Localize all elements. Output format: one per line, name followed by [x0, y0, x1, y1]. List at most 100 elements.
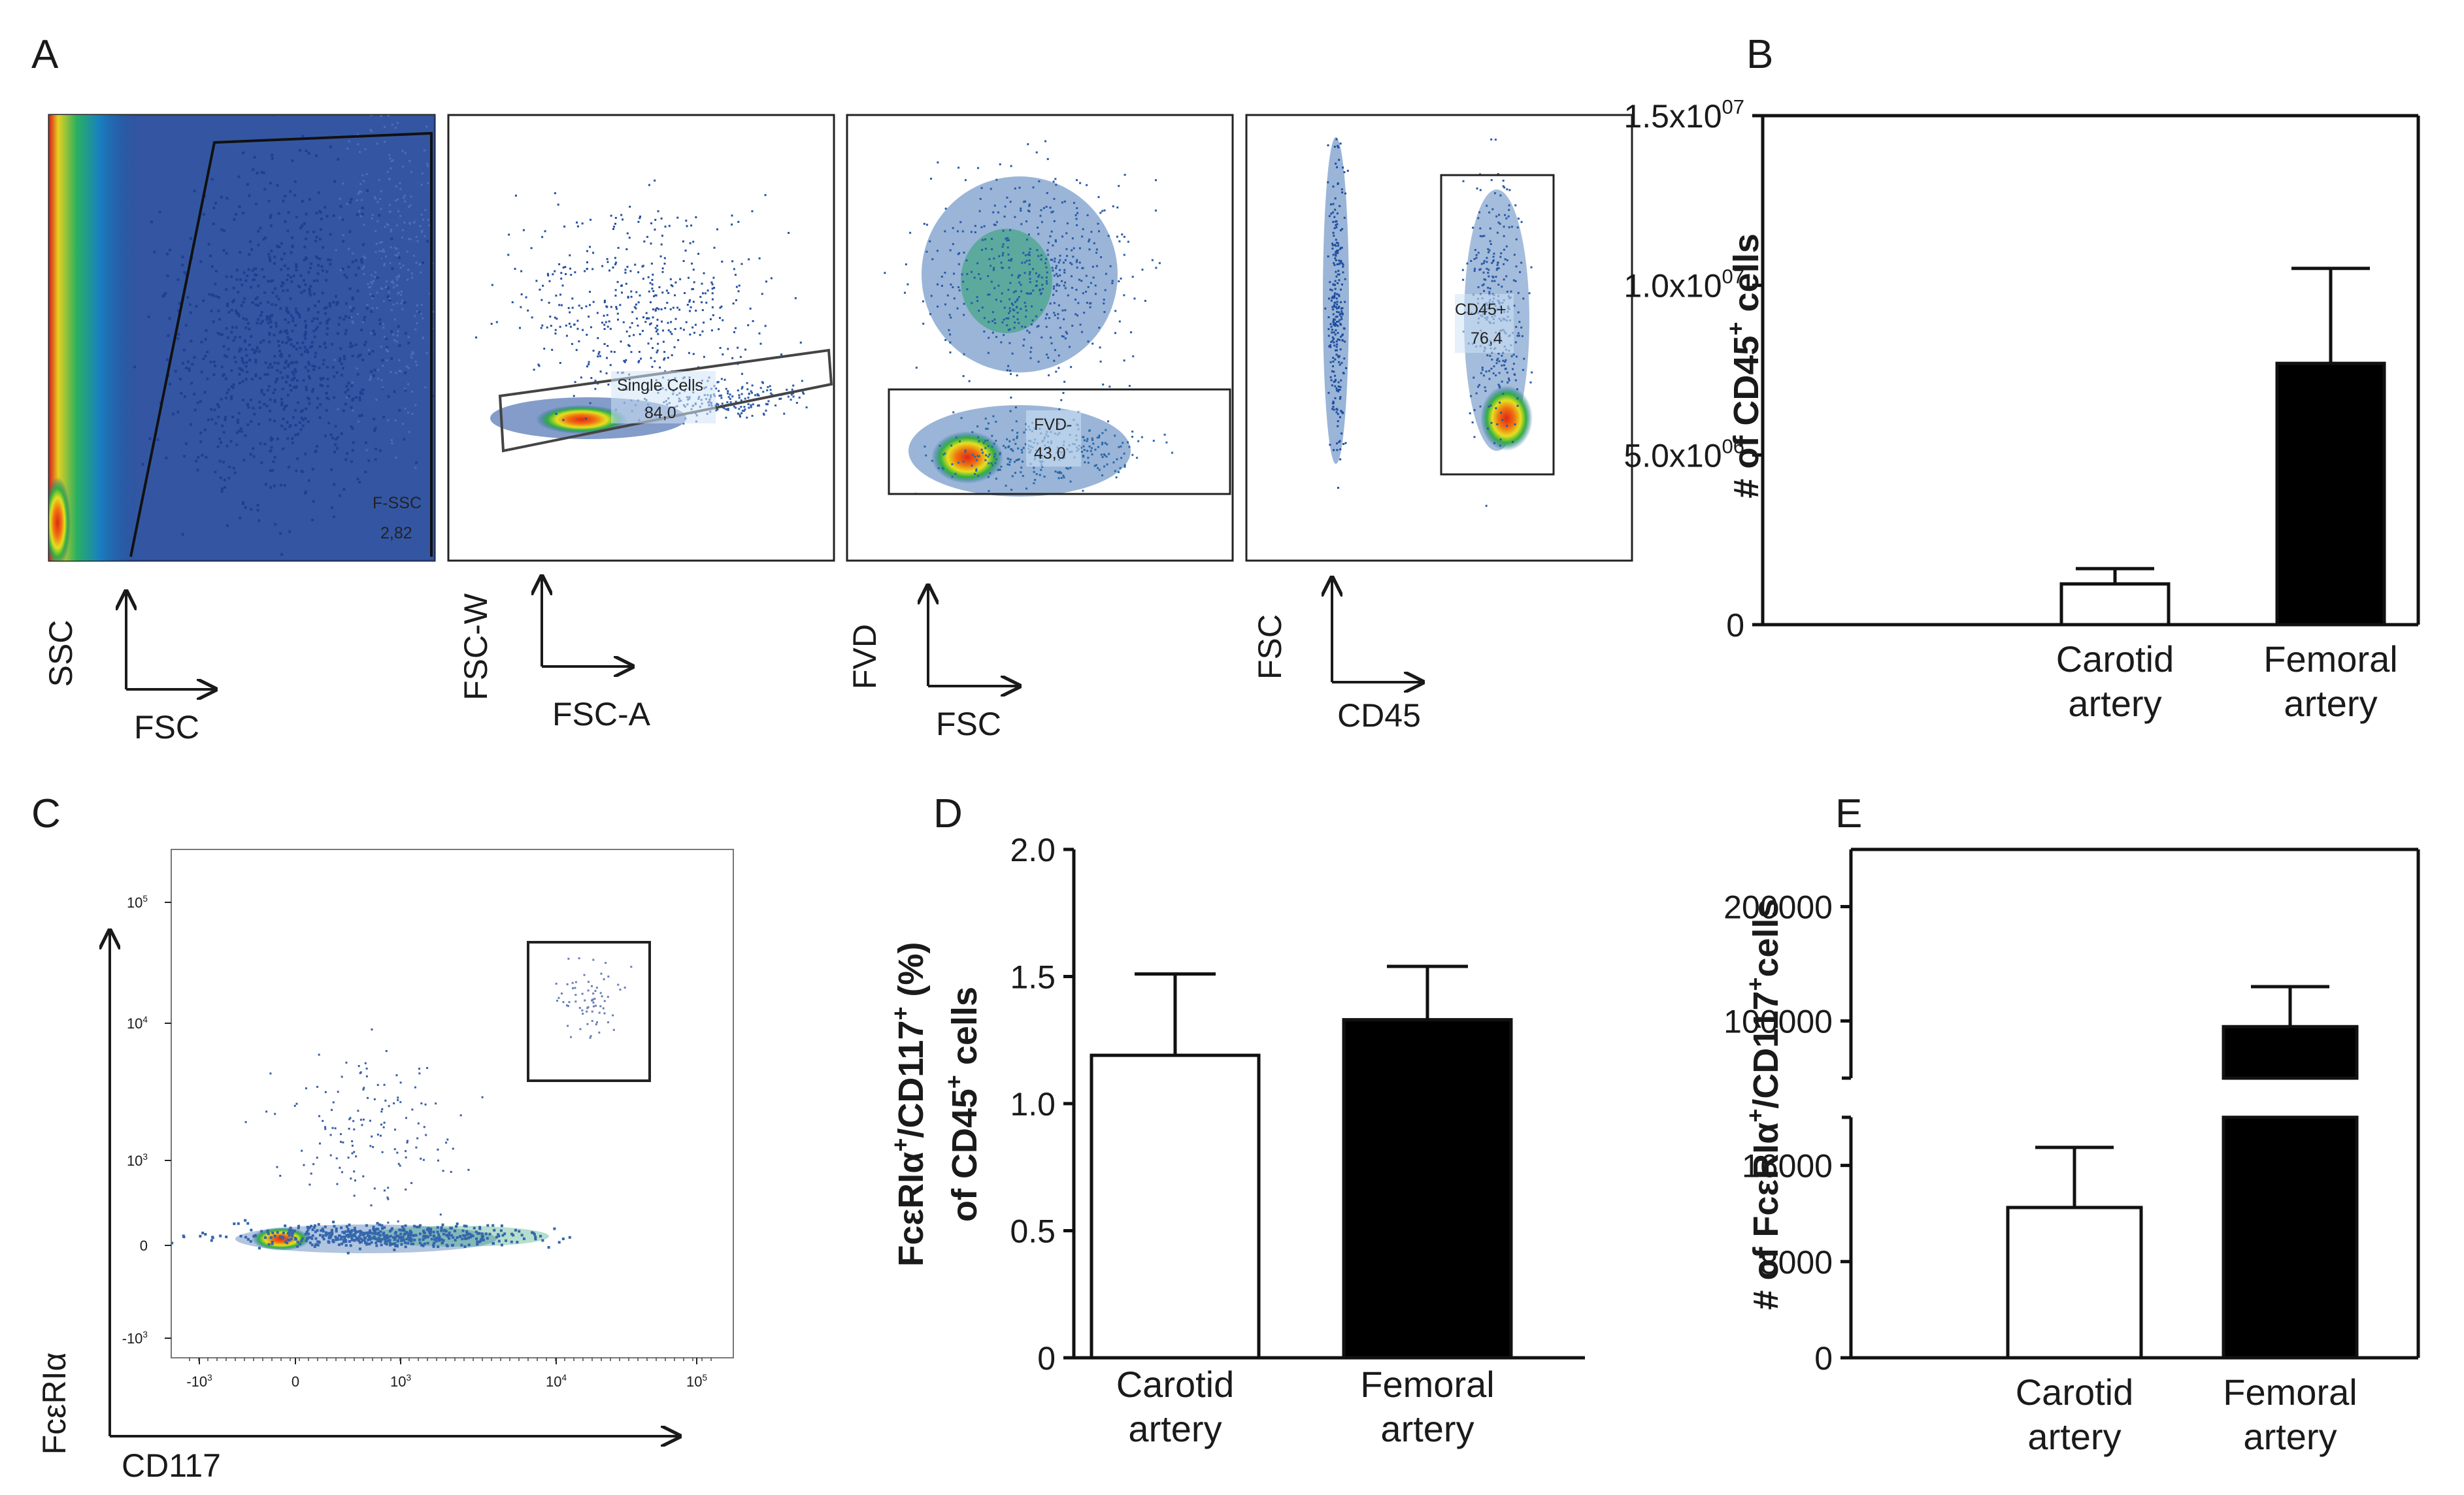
- event-dot: [1082, 228, 1084, 231]
- event-dot: [402, 264, 405, 267]
- event-dot: [433, 1241, 436, 1245]
- event-dot: [1083, 312, 1086, 314]
- event-dot: [304, 337, 307, 340]
- event-dot: [561, 1237, 565, 1240]
- event-dot: [439, 308, 441, 310]
- event-dot: [674, 318, 677, 320]
- event-dot: [631, 311, 634, 314]
- event-dot: [1492, 372, 1495, 374]
- event-dot: [258, 406, 261, 410]
- event-dot: [1078, 247, 1081, 250]
- event-dot: [450, 1226, 454, 1230]
- event-dot: [429, 1229, 433, 1232]
- event-dot: [348, 1234, 352, 1237]
- x-tick-label: 105: [686, 1373, 707, 1390]
- event-dot: [376, 142, 378, 145]
- event-dot: [1131, 435, 1134, 438]
- event-dot: [305, 212, 308, 216]
- event-dot: [389, 1234, 392, 1238]
- event-dot: [1335, 252, 1337, 255]
- event-dot: [546, 272, 549, 275]
- event-dot: [962, 280, 965, 283]
- event-dot: [363, 223, 365, 226]
- event-dot: [964, 450, 967, 453]
- event-dot: [335, 301, 339, 304]
- event-dot: [370, 281, 373, 284]
- event-dot: [702, 292, 705, 295]
- event-dot: [390, 280, 393, 283]
- event-dot: [467, 1168, 470, 1171]
- event-dot: [269, 436, 273, 439]
- event-dot: [260, 461, 263, 465]
- event-dot: [438, 1239, 441, 1242]
- event-dot: [311, 468, 314, 471]
- event-dot: [222, 374, 225, 377]
- event-dot: [214, 201, 218, 205]
- event-dot: [1103, 310, 1106, 313]
- event-dot: [586, 250, 589, 252]
- event-dot: [1020, 471, 1022, 474]
- event-dot: [1058, 408, 1061, 410]
- event-dot: [308, 267, 312, 270]
- event-dot: [330, 468, 333, 471]
- event-dot: [1037, 276, 1040, 278]
- event-dot: [590, 1035, 592, 1038]
- event-dot: [481, 1235, 484, 1238]
- event-dot: [293, 368, 297, 371]
- event-dot: [296, 401, 299, 404]
- event-dot: [258, 350, 261, 353]
- event-dot: [286, 1241, 289, 1245]
- event-dot: [558, 996, 560, 999]
- event-dot: [371, 307, 374, 310]
- event-dot: [345, 1061, 348, 1064]
- event-dot: [369, 293, 372, 295]
- event-dot: [1339, 448, 1342, 451]
- event-dot: [660, 243, 663, 246]
- event-dot: [456, 1236, 459, 1239]
- event-dot: [1038, 180, 1041, 183]
- event-dot: [163, 293, 166, 297]
- event-dot: [333, 483, 336, 486]
- event-dot: [348, 1127, 350, 1130]
- y-tick-label: 0: [1037, 1340, 1056, 1377]
- event-dot: [1513, 373, 1516, 376]
- event-dot: [350, 309, 354, 312]
- event-dot: [262, 339, 265, 342]
- event-dot: [1076, 224, 1078, 227]
- event-dot: [619, 304, 622, 306]
- event-dot: [1017, 276, 1020, 279]
- event-dot: [232, 467, 235, 470]
- event-dot: [1015, 306, 1018, 308]
- event-dot: [614, 216, 617, 219]
- event-dot: [580, 376, 582, 379]
- event-dot: [282, 1236, 285, 1240]
- event-dot: [625, 359, 627, 361]
- event-dot: [353, 1234, 356, 1238]
- event-dot: [256, 296, 259, 299]
- event-dot: [1056, 284, 1058, 287]
- event-dot: [574, 1000, 577, 1003]
- event-dot: [1514, 204, 1517, 206]
- event-dot: [1064, 281, 1067, 284]
- category-label: Femoral: [2263, 638, 2397, 680]
- event-dot: [378, 1223, 381, 1226]
- event-dot: [387, 115, 390, 117]
- event-dot: [1508, 189, 1511, 191]
- event-dot: [1506, 371, 1508, 374]
- event-dot: [352, 441, 355, 444]
- event-dot: [387, 223, 390, 226]
- event-dot: [499, 1229, 503, 1232]
- x-tick-label: 103: [390, 1373, 411, 1390]
- event-dot: [1486, 354, 1489, 357]
- event-dot: [422, 1231, 425, 1234]
- gate-single-cells-label: Single Cells: [617, 376, 703, 395]
- event-dot: [1071, 237, 1074, 240]
- event-dot: [408, 431, 410, 433]
- event-dot: [1342, 372, 1344, 374]
- event-dot: [384, 263, 386, 265]
- event-dot: [1006, 438, 1008, 440]
- event-dot: [1007, 289, 1010, 291]
- event-dot: [507, 254, 510, 256]
- event-dot: [1054, 470, 1057, 473]
- event-dot: [407, 383, 410, 386]
